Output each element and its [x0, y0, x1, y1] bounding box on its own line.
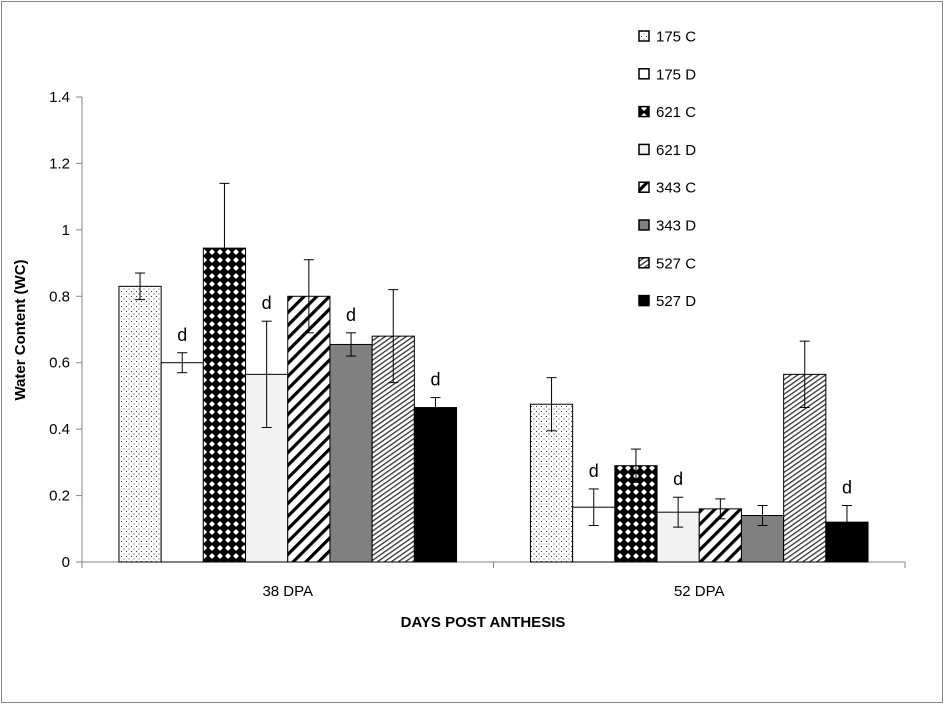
legend-swatch	[638, 181, 650, 193]
legend-label: 621 C	[656, 104, 696, 121]
significance-label: d	[262, 293, 272, 313]
y-tick-label: 0.4	[49, 421, 70, 438]
bar	[160, 362, 204, 563]
bar	[329, 343, 373, 563]
legend-label: 621 D	[656, 142, 696, 159]
legend-label: 343 D	[656, 218, 696, 235]
legend-label: 527 C	[656, 255, 696, 272]
legend-swatch	[638, 105, 650, 118]
legend-swatch	[638, 294, 650, 307]
legend-label: 527 D	[656, 293, 696, 310]
x-tick-label: 52 DPA	[674, 583, 725, 600]
y-tick-label: 0	[62, 554, 70, 571]
significance-label: d	[177, 325, 187, 345]
bar	[529, 403, 574, 563]
x-tick-label: 38 DPA	[262, 583, 313, 600]
y-tick-label: 0.6	[49, 355, 70, 372]
legend-swatch	[638, 68, 650, 80]
y-tick-label: 0.2	[49, 488, 70, 505]
x-axis-title: DAYS POST ANTHESIS	[401, 614, 566, 631]
y-tick-label: 1	[62, 222, 70, 239]
legend-label: 343 C	[656, 180, 696, 197]
legend-label: 175 C	[656, 29, 696, 46]
legend: 175 C 175 D 621 C 621 D 343 C 343 D 527 C 527 D	[638, 29, 696, 310]
y-axis: 0 0.2 0.4 0.6 0.8 1 1.2 1.4	[49, 89, 83, 571]
legend-swatch	[638, 143, 650, 156]
significance-label: d	[673, 469, 683, 489]
bar	[572, 506, 616, 563]
y-axis-title: Water Content (WC)	[12, 259, 29, 400]
plot-area: d d d d d d d	[118, 182, 869, 563]
bar	[118, 285, 162, 563]
y-tick-label: 1.4	[49, 89, 70, 106]
significance-label: d	[346, 305, 356, 325]
bar	[287, 295, 331, 563]
significance-label: d	[842, 478, 852, 498]
y-tick-label: 1.2	[49, 155, 70, 172]
significance-label: d	[589, 461, 599, 481]
legend-swatch	[638, 30, 650, 42]
y-tick-label: 0.8	[49, 288, 70, 305]
legend-swatch	[638, 219, 650, 231]
significance-label: d	[430, 370, 440, 390]
legend-label: 175 D	[656, 66, 696, 83]
legend-swatch	[638, 257, 650, 269]
bar	[413, 407, 458, 563]
